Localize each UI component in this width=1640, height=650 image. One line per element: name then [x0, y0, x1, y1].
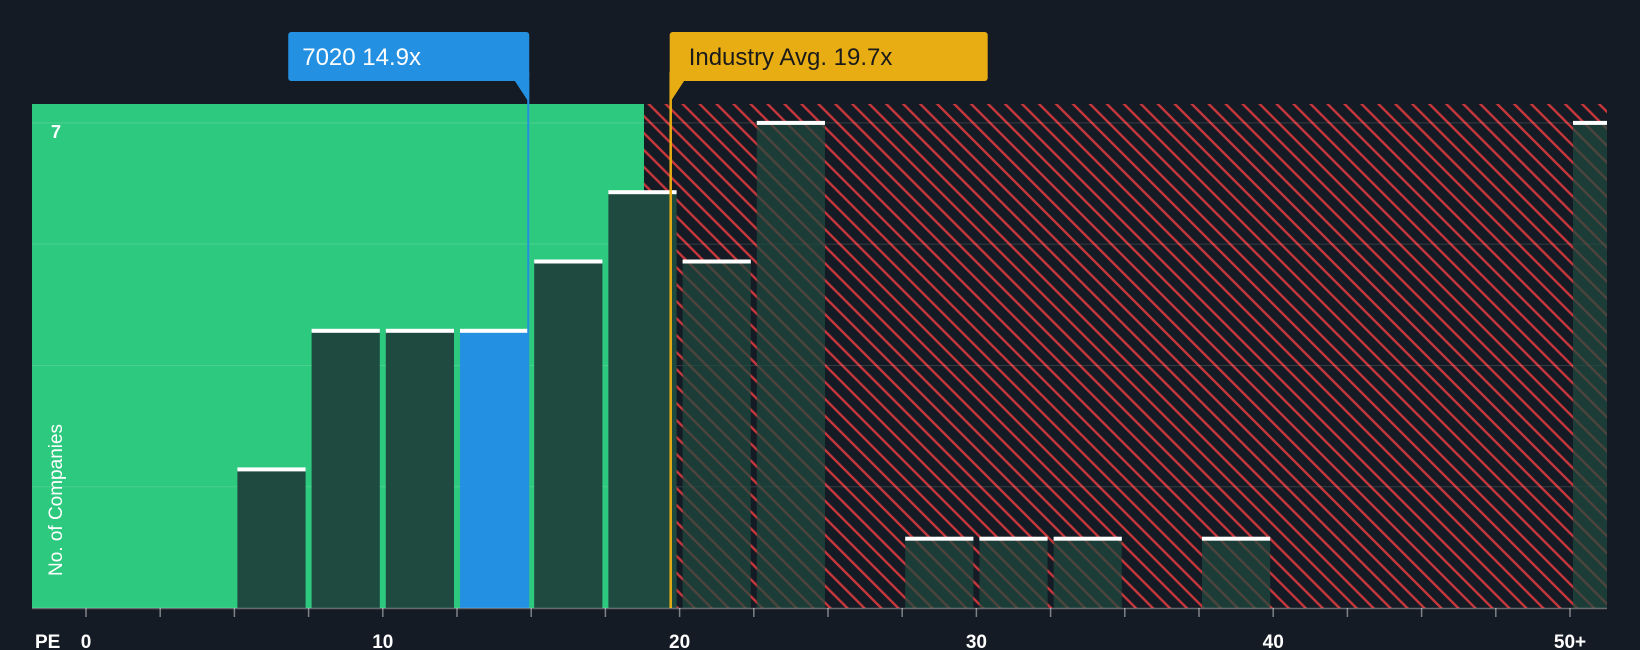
- histogram-bar: [1202, 538, 1271, 608]
- industry-callout-box: [669, 32, 988, 81]
- histogram-bar-cap: [385, 328, 454, 333]
- histogram-bar-cap: [237, 467, 306, 472]
- x-axis: 0 10 20 30 40 50+: [32, 607, 1607, 650]
- histogram-bar: [311, 330, 380, 608]
- histogram-bar-cap: [682, 259, 751, 264]
- y-axis-title: No. of Companies: [46, 424, 67, 576]
- histogram-bar: [608, 192, 677, 608]
- histogram-bar-cap: [1573, 120, 1607, 125]
- histogram-bar-cap: [756, 120, 825, 125]
- x-tick-label: 20: [669, 632, 690, 650]
- x-tick-label: 40: [1263, 632, 1284, 650]
- histogram-bars: [237, 120, 1607, 609]
- histogram-bar: [979, 538, 1048, 608]
- histogram-bar-cap: [905, 536, 974, 541]
- histogram-bar: [1573, 122, 1607, 609]
- x-tick-label: 10: [372, 632, 393, 650]
- histogram-bar-cap: [1053, 536, 1122, 541]
- x-tick-label: 50+: [1554, 632, 1586, 650]
- histogram-bar: [237, 469, 306, 608]
- company-callout-box: [288, 32, 530, 81]
- y-tick-label: 7: [51, 122, 61, 142]
- histogram-bar-cap: [608, 190, 677, 195]
- histogram-bar: [905, 538, 974, 608]
- histogram-bar-cap: [1202, 536, 1271, 541]
- x-tick-label: 0: [81, 632, 92, 650]
- industry-callout: Industry Avg. 19.7x: [669, 32, 988, 81]
- x-axis-title: PE: [35, 632, 60, 650]
- histogram-bar: [682, 261, 751, 608]
- histogram-bar: [385, 330, 454, 608]
- histogram-bar-cap: [460, 328, 529, 333]
- histogram-bar-cap: [979, 536, 1048, 541]
- histogram-bar-cap: [534, 259, 603, 264]
- histogram-bar-cap: [311, 328, 380, 333]
- x-tick-label: 30: [966, 632, 987, 650]
- industry-callout-label: Industry Avg. 19.7x: [689, 44, 893, 71]
- company-callout-pointer: [514, 80, 530, 103]
- histogram-bar: [460, 330, 529, 608]
- company-callout-label: 7020 14.9x: [302, 44, 421, 71]
- histogram-bar: [756, 122, 825, 609]
- industry-callout-pointer: [669, 80, 685, 103]
- histogram-bar: [1053, 538, 1122, 608]
- company-callout: 7020 14.9x: [288, 32, 530, 81]
- histogram-bar: [534, 261, 603, 608]
- reference-markers: [514, 72, 685, 608]
